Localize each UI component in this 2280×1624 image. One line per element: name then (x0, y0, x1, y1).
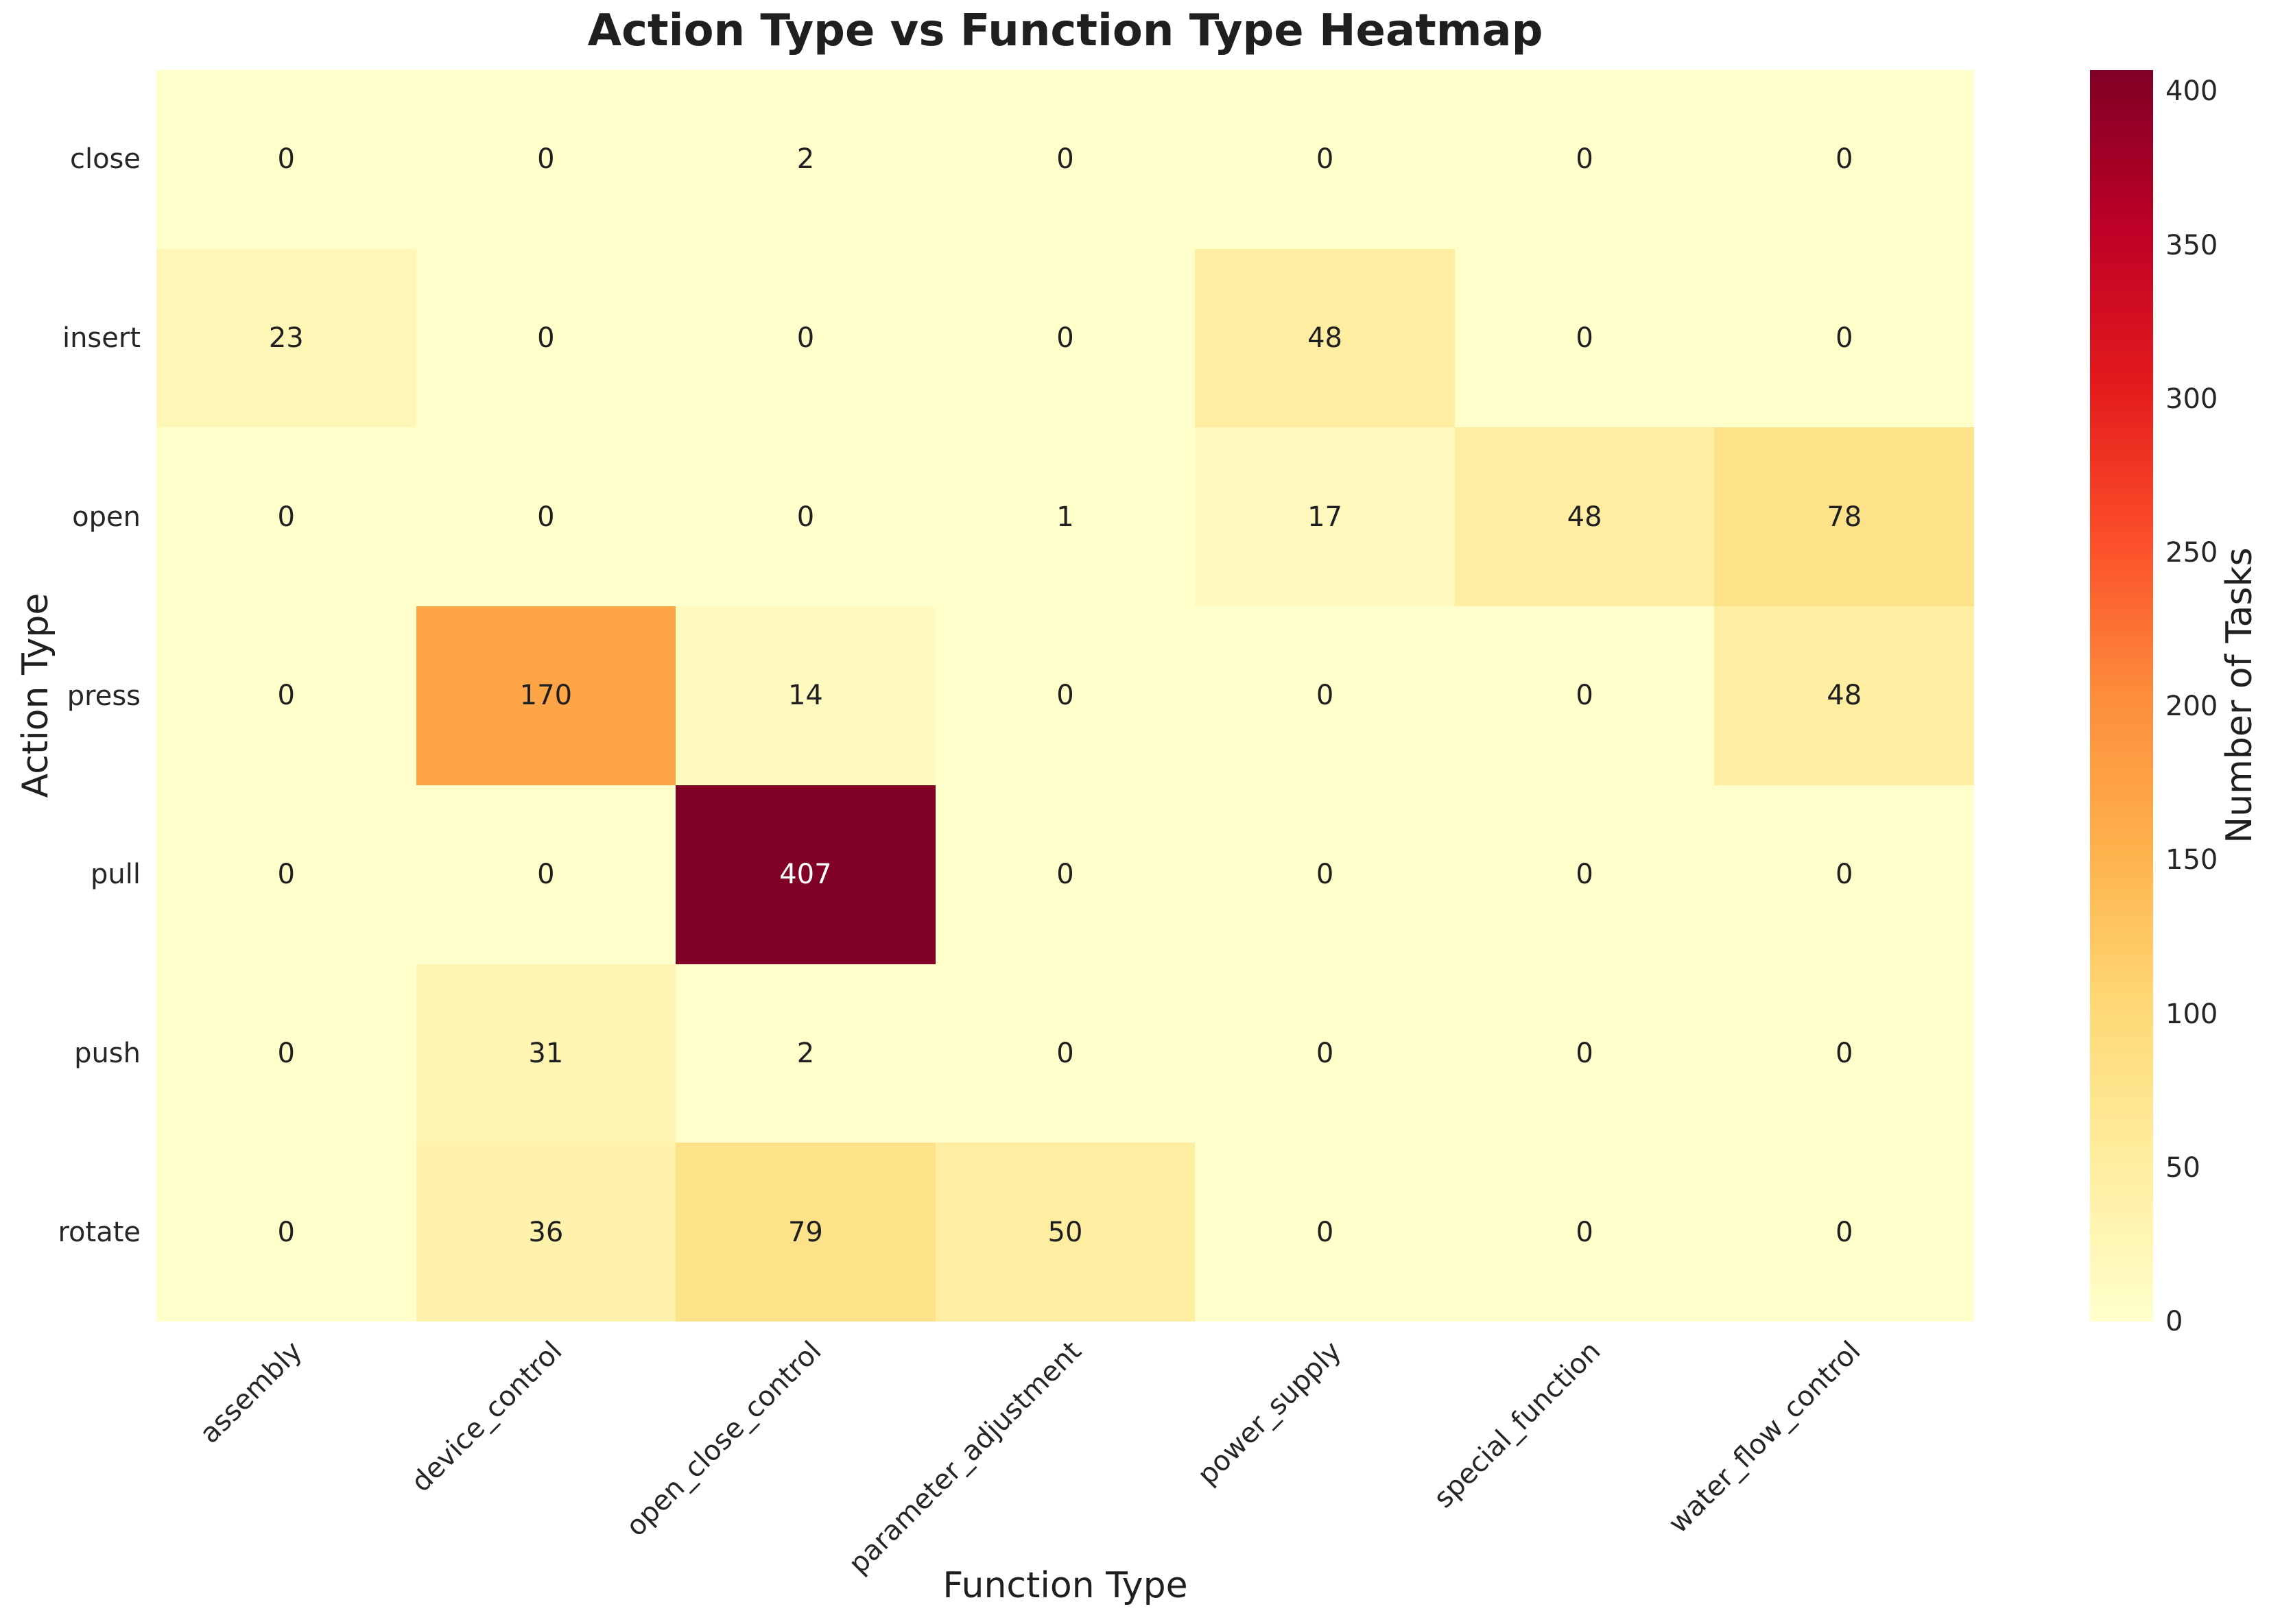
heatmap-cell: 0 (676, 427, 936, 607)
heatmap-cell: 0 (1454, 606, 1715, 785)
heatmap-cell: 0 (935, 964, 1196, 1143)
x-axis-label: Function Type (942, 1565, 1188, 1606)
heatmap-cell: 0 (416, 70, 676, 249)
x-tick-label: assembly (193, 1335, 309, 1450)
y-tick-label: pull (91, 859, 141, 891)
heatmap-cell: 0 (1195, 1143, 1455, 1322)
chart-title: Action Type vs Function Type Heatmap (587, 5, 1543, 56)
heatmap-cell: 48 (1454, 427, 1715, 607)
heatmap-cell: 0 (1195, 964, 1455, 1143)
heatmap-cell: 0 (935, 70, 1196, 249)
heatmap-cell: 170 (416, 606, 676, 785)
heatmap-cell: 0 (1714, 785, 1974, 964)
heatmap-cell: 0 (156, 1143, 416, 1322)
heatmap-cell: 0 (676, 248, 936, 428)
heatmap-cell: 14 (676, 606, 936, 785)
heatmap-cell: 0 (416, 785, 676, 964)
x-tick-label: water_flow_control (1662, 1335, 1867, 1540)
heatmap-cell: 0 (1454, 70, 1715, 249)
heatmap-cell: 0 (416, 248, 676, 428)
colorbar-tick-label: 200 (2165, 691, 2218, 723)
heatmap-cell: 0 (1714, 1143, 1974, 1322)
heatmap-cell: 23 (156, 248, 416, 428)
heatmap-cell: 0 (935, 785, 1196, 964)
heatmap-cell: 0 (935, 606, 1196, 785)
y-tick-label: open (72, 501, 141, 533)
y-tick-label: rotate (58, 1216, 141, 1248)
heatmap-cell: 0 (1454, 964, 1715, 1143)
colorbar-tick-label: 350 (2165, 229, 2218, 261)
y-tick-label: close (69, 143, 141, 176)
y-tick-label: press (67, 680, 141, 712)
x-tick-label: device_control (405, 1335, 569, 1498)
heatmap-cell: 0 (156, 427, 416, 607)
colorbar-tick-label: 150 (2165, 844, 2218, 876)
heatmap-cell: 50 (935, 1143, 1196, 1322)
heatmap-cell: 0 (156, 785, 416, 964)
colorbar-label: Number of Tasks (2219, 547, 2260, 844)
heatmap-cell: 0 (1195, 785, 1455, 964)
heatmap-cell: 0 (1714, 70, 1974, 249)
x-tick-label: special_function (1427, 1335, 1607, 1514)
heatmap-cell: 78 (1714, 427, 1974, 607)
x-tick-label: open_close_control (620, 1335, 828, 1543)
heatmap-cell: 0 (156, 70, 416, 249)
colorbar (2090, 70, 2153, 1322)
heatmap-cell: 0 (156, 964, 416, 1143)
heatmap-cell: 0 (1454, 1143, 1715, 1322)
y-tick-label: push (74, 1037, 141, 1069)
heatmap-cell: 0 (416, 427, 676, 607)
x-tick-label: parameter_adjustment (842, 1335, 1088, 1580)
heatmap-grid: 0 0 2 0 0 0 0 23 0 0 0 48 0 0 0 0 0 1 17 48 78 0 170 14 0 0 0 48 0 0 4… (156, 70, 1974, 1322)
heatmap-cell: 0 (1195, 70, 1455, 249)
heatmap-cell: 2 (676, 964, 936, 1143)
heatmap-cell: 0 (1714, 248, 1974, 428)
heatmap-cell: 0 (1714, 964, 1974, 1143)
heatmap-cell: 0 (1454, 785, 1715, 964)
colorbar-tick-label: 0 (2165, 1306, 2183, 1337)
heatmap-cell: 0 (1195, 606, 1455, 785)
colorbar-tick-label: 100 (2165, 998, 2218, 1030)
heatmap-cell: 31 (416, 964, 676, 1143)
x-tick-label: power_supply (1191, 1335, 1348, 1492)
colorbar-tick-label: 50 (2165, 1151, 2200, 1184)
heatmap-cell: 48 (1714, 606, 1974, 785)
heatmap-cell: 0 (156, 606, 416, 785)
heatmap-cell: 2 (676, 70, 936, 249)
colorbar-tick-label: 250 (2165, 536, 2218, 569)
heatmap-cell: 1 (935, 427, 1196, 607)
heatmap-cell: 0 (1454, 248, 1715, 428)
heatmap-cell: 407 (676, 785, 936, 964)
heatmap-cell: 79 (676, 1143, 936, 1322)
heatmap-cell: 48 (1195, 248, 1455, 428)
heatmap-cell: 36 (416, 1143, 676, 1322)
y-tick-label: insert (62, 322, 141, 355)
heatmap-cell: 0 (935, 248, 1196, 428)
colorbar-tick-label: 400 (2165, 75, 2218, 108)
colorbar-tick-label: 300 (2165, 383, 2218, 415)
heatmap-cell: 17 (1195, 427, 1455, 607)
